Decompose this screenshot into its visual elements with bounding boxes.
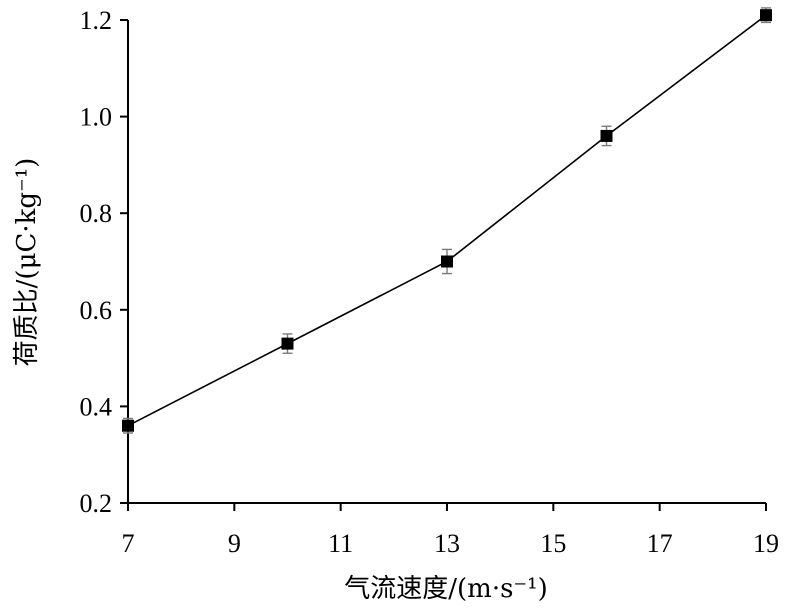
data-point-marker [600, 129, 613, 142]
plot-area [122, 7, 772, 434]
y-tick-label: 1.2 [80, 6, 113, 35]
x-tick-label: 9 [228, 529, 241, 558]
data-point-marker [441, 255, 453, 268]
series-line [127, 14, 767, 427]
x-axis-title: 气流速度/(m·s⁻¹) [344, 574, 547, 604]
y-tick-label: 1.0 [80, 103, 113, 132]
data-point-marker [281, 337, 294, 350]
x-tick-label: 15 [540, 529, 566, 558]
y-axis-title: 荷质比/(μC·kg⁻¹) [12, 158, 42, 367]
x-tick-label: 19 [753, 529, 779, 558]
x-tick-label: 11 [328, 529, 353, 558]
y-tick-label: 0.2 [80, 489, 113, 518]
data-point-marker [760, 9, 772, 22]
x-tick-label: 7 [122, 529, 135, 558]
y-tick-label: 0.6 [80, 296, 113, 325]
data-point-marker [122, 419, 134, 432]
x-tick-label: 13 [434, 529, 460, 558]
y-tick-label: 0.4 [80, 392, 113, 421]
y-tick-label: 0.8 [80, 199, 113, 228]
x-tick-label: 17 [647, 529, 673, 558]
axes: 0.2 0.4 0.6 0.8 1.0 1.2 7 9 11 13 15 17 19 [80, 6, 780, 558]
